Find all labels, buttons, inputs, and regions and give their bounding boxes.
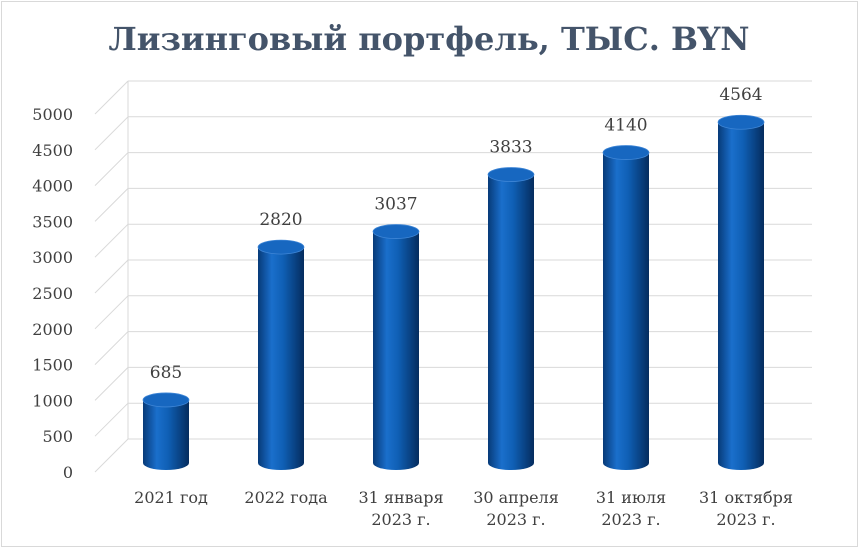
gridlines [94,80,812,473]
gridline-side [94,152,129,186]
y-tick-label: 3500 [32,212,73,231]
chart-title: Лизинговый портфель, ТЫС. BYN [108,20,749,58]
gridline-side [94,402,129,437]
bar [717,114,765,471]
y-tick-label: 4500 [32,141,73,160]
bar [142,392,190,470]
gridline-side [94,80,129,115]
data-label: 4140 [604,116,647,136]
gridline-side [94,259,129,294]
x-category-line: 31 июля [596,488,666,507]
bar [372,224,420,470]
gridline-side [94,223,129,258]
bar-body [718,122,764,471]
bar-top [487,167,535,182]
bars [142,114,765,471]
y-axis-ticks: 0 500 1000 1500 2000 2500 3000 3500 4000 4500 5000 [32,105,73,482]
bar-body [603,152,649,471]
gridline-side [94,331,129,365]
x-category-label: 31 января 2023 г. [358,488,443,529]
bar-top [142,392,190,408]
data-label: 2820 [259,210,302,230]
bar [487,167,535,471]
y-tick-label: 3000 [32,248,73,267]
gridline-side [94,367,129,401]
x-axis-categories: 2021 год 2022 года 31 января 2023 г.30 апре… [134,488,793,529]
bar [257,239,305,470]
x-category-label: 30 апреля 2023 г. [473,488,559,529]
gridline-side [94,188,129,222]
x-category-line: 2023 г. [716,510,775,529]
x-category-line: 31 января [358,488,443,507]
data-label: 3833 [489,138,532,158]
x-category-label: 31 октября 2023 г. [699,488,793,529]
bar-top [257,239,305,255]
data-labels: 685 2820 3037 3833 4140 4564 [150,85,763,383]
y-tick-label: 4000 [32,177,73,196]
x-category-line: 30 апреля [473,488,559,507]
y-tick-label: 0 [63,463,73,482]
y-tick-label: 5000 [32,105,73,124]
bar [602,145,650,471]
bar-body [258,247,304,470]
x-category-line: 2023 г. [601,510,660,529]
bar-body [373,231,419,470]
data-label: 3037 [374,195,417,215]
bar-top [372,224,420,239]
y-tick-label: 2500 [32,284,73,303]
bar-top [602,145,650,160]
y-tick-label: 2000 [32,320,73,339]
x-category-line: 2023 г. [486,510,545,529]
x-category-label: 2022 года [244,488,328,507]
x-category-label: 2021 год [134,488,208,507]
y-tick-label: 500 [42,427,73,446]
bar-body [143,399,189,470]
x-category-line: 2021 год [134,488,208,507]
gridline-side [94,116,129,151]
x-category-line: 2022 года [244,488,328,507]
x-category-label: 31 июля 2023 г. [596,488,666,529]
y-tick-label: 1000 [32,391,73,410]
y-tick-label: 1500 [32,356,73,375]
data-label: 685 [150,363,182,383]
bar-body [488,174,534,471]
bar-top [717,114,765,130]
gridline-side [94,438,129,473]
data-label: 4564 [719,85,762,105]
x-category-line: 2023 г. [371,510,430,529]
x-category-line: 31 октября [699,488,793,507]
gridline-side [94,295,129,330]
